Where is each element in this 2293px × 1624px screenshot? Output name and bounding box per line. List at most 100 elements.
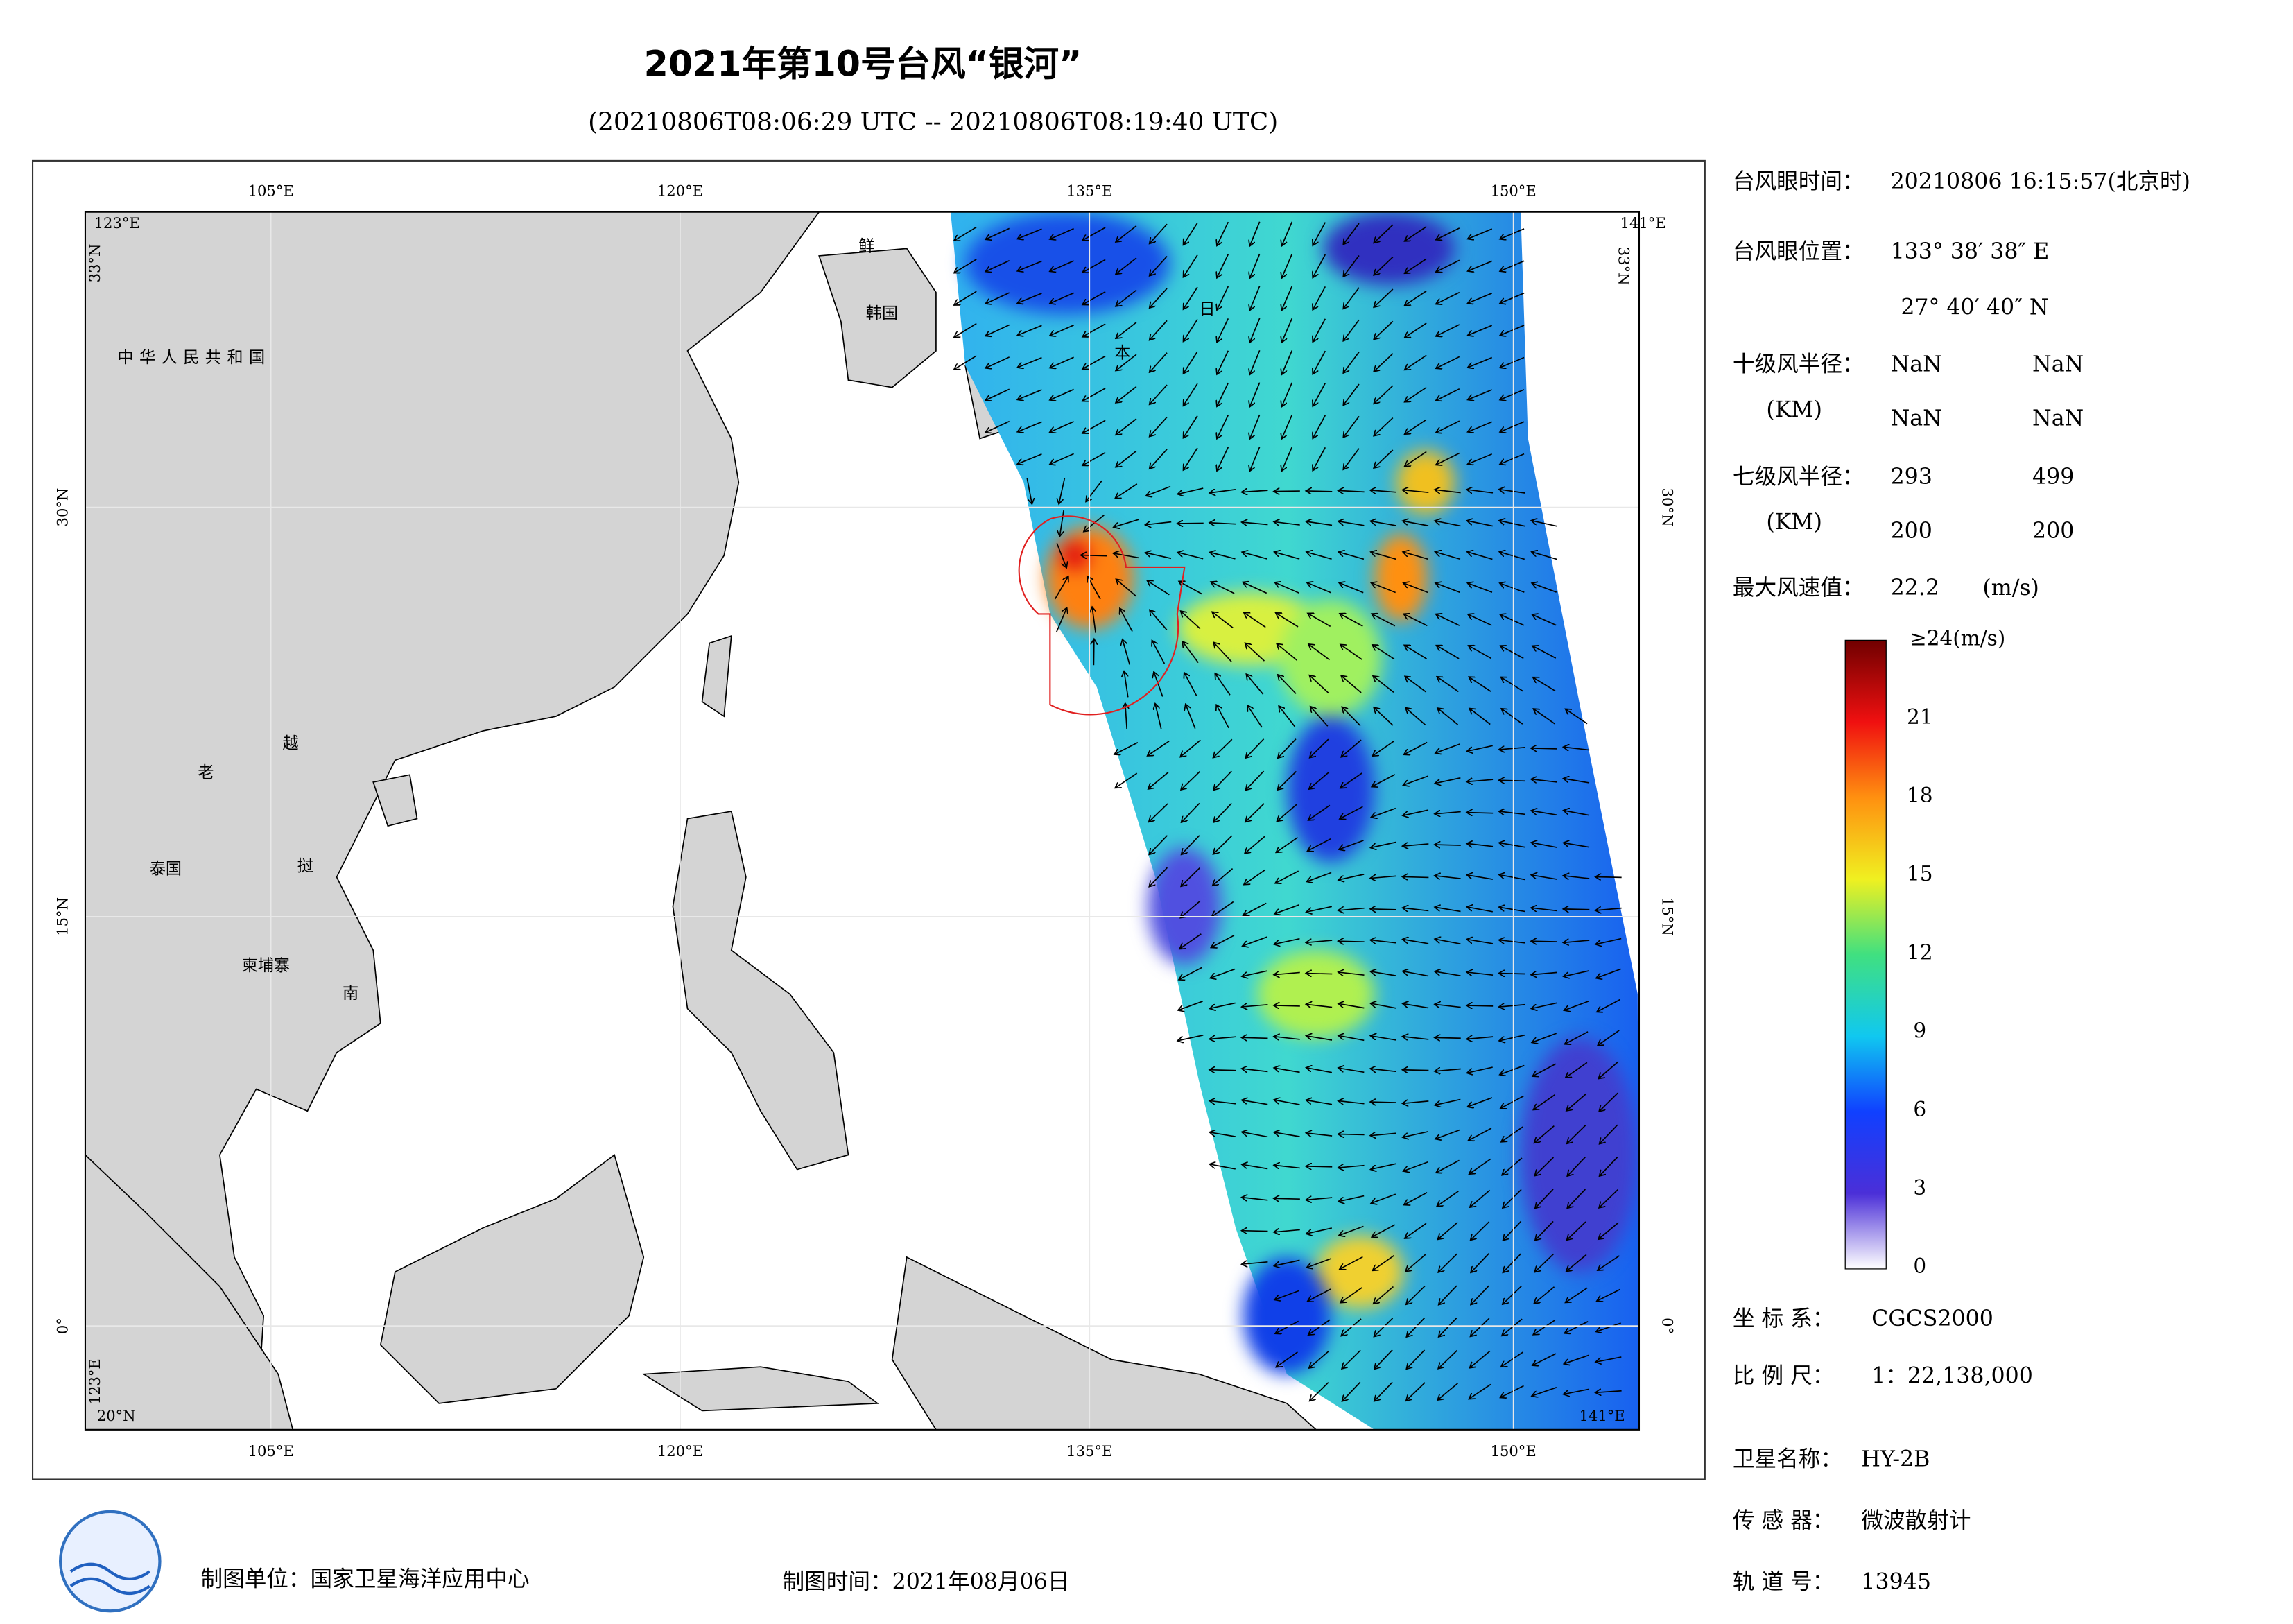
info-value: 200 [1891, 519, 1932, 544]
lon-label: 135°E [1066, 1442, 1112, 1460]
info-value: 22.2 [1891, 576, 1939, 601]
footer-date: 制图时间：2021年08月06日 [783, 1570, 1070, 1595]
info-value: NaN [1891, 406, 1942, 431]
lon-label: 150°E [1491, 1442, 1537, 1460]
colorbar-tick-label: 12 [1907, 940, 1933, 964]
wind-arrow [1209, 1070, 1236, 1071]
wind-arrow [1499, 780, 1525, 781]
logo [60, 1512, 159, 1611]
corner-label: 33°N [86, 244, 103, 283]
wind-arrow [1081, 555, 1107, 556]
info-label: 传 感 器： [1733, 1508, 1835, 1533]
info-label: 台风眼位置： [1733, 239, 1864, 264]
lat-label: 0° [1659, 1318, 1677, 1334]
colorbar-tick-label: ≥24(m/s) [1910, 627, 2005, 650]
wind-arrow [1595, 876, 1622, 877]
info-value: 499 [2032, 465, 2074, 490]
wind-arrow [1306, 491, 1332, 492]
wind-arrow [1402, 876, 1428, 877]
info-unit: (m/s) [1982, 576, 2039, 601]
info-label: 卫星名称： [1733, 1447, 1842, 1472]
colorbar-tick-label: 6 [1913, 1098, 1926, 1121]
place-label: 挝 [297, 856, 313, 875]
corner-label: 141°E [1580, 1407, 1625, 1424]
corner-label: 20°N [97, 1407, 136, 1424]
wind-arrow [1531, 748, 1557, 749]
corner-label: 123°E [86, 1358, 103, 1404]
info-value: 20210806 16:15:57(北京时) [1891, 169, 2190, 194]
wind-arrow [1402, 1070, 1428, 1071]
info-unit: (KM) [1766, 397, 1822, 422]
map [85, 212, 1639, 1430]
place-label: 日 [1199, 300, 1215, 318]
wind-arrow [1338, 1134, 1365, 1135]
colorbar-tick-label: 15 [1907, 862, 1933, 886]
info-value: 1：22,138,000 [1871, 1363, 2033, 1388]
place-label: 越 [283, 734, 299, 752]
wind-arrow [1274, 491, 1300, 492]
colorbar-tick-label: 3 [1913, 1176, 1926, 1200]
info-value: 200 [2032, 519, 2074, 544]
wind-arrow [1435, 1037, 1461, 1038]
lat-label: 15°N [1659, 897, 1677, 936]
info-label: 坐 标 系： [1733, 1306, 1835, 1331]
title: 2021年第10号台风“银河” [644, 44, 1082, 85]
info-value: 微波散射计 [1861, 1508, 1971, 1533]
info-value: 27° 40′ 40″ N [1901, 295, 2048, 320]
wind-arrow [1242, 1231, 1268, 1232]
info-value: 133° 38′ 38″ E [1891, 239, 2050, 264]
info-value: NaN [2032, 406, 2084, 431]
info-label: 轨 道 号： [1733, 1570, 1835, 1595]
lon-label: 105°E [248, 1442, 294, 1460]
corner-label: 123°E [94, 214, 140, 232]
place-label: 柬埔寨 [242, 956, 291, 975]
corner-label: 141°E [1620, 214, 1666, 232]
wind-arrow [1274, 1198, 1300, 1199]
info-label: 七级风半径： [1733, 465, 1864, 490]
colorbar-tick-label: 18 [1907, 784, 1933, 807]
lon-label: 105°E [248, 182, 294, 199]
lat-label: 30°N [54, 488, 71, 527]
wind-arrow [1242, 1037, 1268, 1038]
place-label: 老 [198, 763, 214, 782]
lon-label: 135°E [1066, 182, 1112, 199]
subtitle: (20210806T08:06:29 UTC -- 20210806T08:19… [588, 108, 1278, 137]
info-value: NaN [1891, 352, 1942, 377]
info-value: 293 [1891, 465, 1932, 490]
info-unit: (KM) [1766, 510, 1822, 535]
colorbar-tick-label: 0 [1913, 1254, 1926, 1278]
info-label: 最大风速值： [1733, 576, 1864, 601]
wind-arrow [1274, 1005, 1300, 1006]
lat-label: 15°N [54, 897, 71, 936]
wind-arrow [1563, 909, 1589, 910]
colorbar-tick-label: 9 [1913, 1019, 1926, 1043]
corner-label: 33°N [1615, 247, 1632, 286]
info-label: 比 例 尺： [1733, 1363, 1835, 1388]
wind-arrow [1338, 941, 1365, 942]
lat-label: 0° [54, 1318, 71, 1334]
wind-arrow [1306, 1166, 1332, 1167]
place-label: 中华人民共和国 [117, 348, 270, 367]
place-label: 本 [1114, 344, 1130, 363]
info-label: 十级风半径： [1733, 352, 1864, 377]
wind-arrow [1531, 941, 1557, 942]
lon-label: 150°E [1491, 182, 1537, 199]
info-value: CGCS2000 [1871, 1306, 1993, 1331]
info-value: 13945 [1861, 1570, 1931, 1595]
wind-arrow [1370, 909, 1396, 910]
wind-arrow [1370, 1102, 1396, 1103]
place-label: 南 [343, 984, 358, 1003]
place-label: 泰国 [150, 860, 182, 879]
footer-unit: 制图单位：国家卫星海洋应用中心 [200, 1566, 529, 1591]
lat-label: 30°N [1659, 488, 1677, 527]
place-label: 韩国 [866, 304, 898, 323]
lon-label: 120°E [657, 182, 703, 199]
info-label: 台风眼时间： [1733, 169, 1864, 194]
colorbar-tick-label: 21 [1907, 705, 1933, 729]
lon-label: 120°E [657, 1442, 703, 1460]
wind-arrow [1466, 1005, 1493, 1006]
info-value: HY-2B [1861, 1447, 1930, 1472]
place-label: 鲜 [858, 237, 874, 256]
info-value: NaN [2032, 352, 2084, 377]
